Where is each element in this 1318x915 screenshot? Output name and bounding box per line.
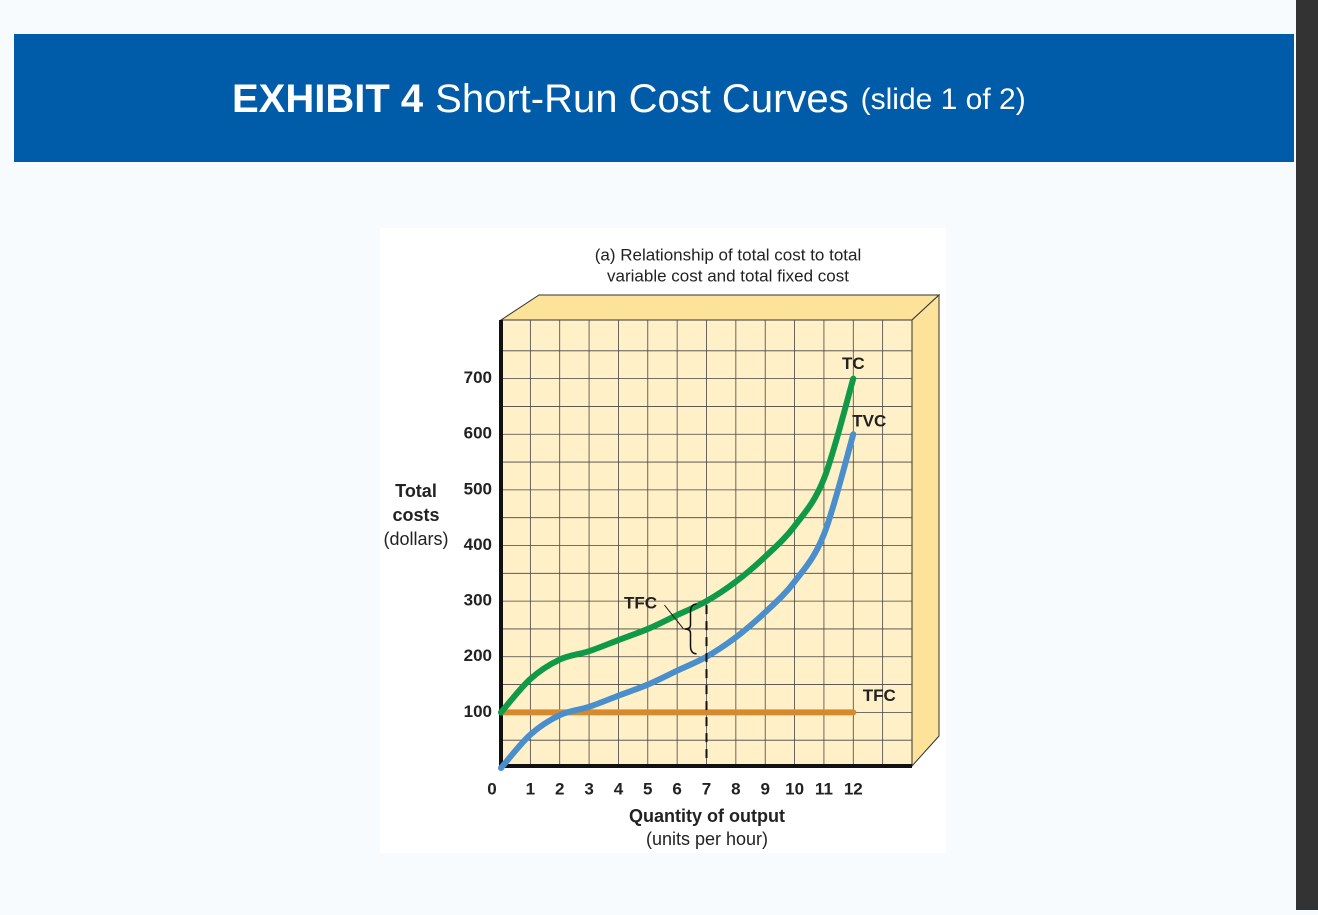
y-tick-label: 100 (464, 702, 492, 721)
brace (684, 603, 697, 655)
exhibit: EXHIBIT 4 (232, 77, 424, 121)
y-tick-label: 300 (464, 591, 492, 610)
title: Short-Run Cost Curves (435, 77, 848, 121)
x-tick-label: 11 (815, 779, 833, 798)
x-axis-label: (units per hour) (646, 829, 768, 849)
x-tick-label: 0 (487, 779, 496, 798)
slide-title: EXHIBIT 4 Short-Run Cost Curves (slide 1 o… (232, 77, 1026, 121)
x-tick-label: 2 (555, 779, 564, 798)
curve-label: TC (842, 354, 865, 373)
x-tick-label: 1 (526, 779, 535, 798)
box-side (911, 293, 940, 768)
y-axis-label: (dollars) (383, 529, 448, 549)
slide-number: (slide 1 of 2) (861, 83, 1026, 116)
x-tick-label: 3 (584, 779, 593, 798)
y-tick-label: 700 (464, 368, 492, 387)
subtitle: variable cost and total fixed cost (607, 266, 849, 285)
curve (498, 431, 857, 771)
x-tick-label: 5 (643, 779, 652, 798)
subtitle: (a) Relationship of total cost to total (595, 245, 861, 264)
x-tick-label: 4 (614, 779, 624, 798)
x-tick-label: 8 (731, 779, 740, 798)
curve-label: TFC (863, 686, 896, 705)
x-tick-label: 10 (785, 779, 804, 798)
curve-label: TVC (852, 412, 886, 431)
y-tick-label: 400 (464, 535, 492, 554)
y-tick-label: 500 (464, 479, 492, 498)
annotation: TFC (624, 594, 657, 613)
x-axis-label: Quantity of output (629, 806, 785, 826)
side-strip (1296, 0, 1318, 910)
y-tick-label: 200 (464, 646, 492, 665)
y-axis-label: costs (392, 505, 439, 525)
x-tick-label: 9 (760, 779, 769, 798)
y-axis-label: Total (395, 481, 437, 501)
x-tick-label: 7 (702, 779, 711, 798)
box-top (499, 294, 941, 321)
banner (14, 34, 1294, 162)
x-tick-label: 12 (844, 779, 863, 798)
curve (498, 375, 857, 716)
y-tick-label: 600 (464, 424, 492, 443)
x-tick-label: 6 (672, 779, 681, 798)
leader (664, 604, 684, 630)
